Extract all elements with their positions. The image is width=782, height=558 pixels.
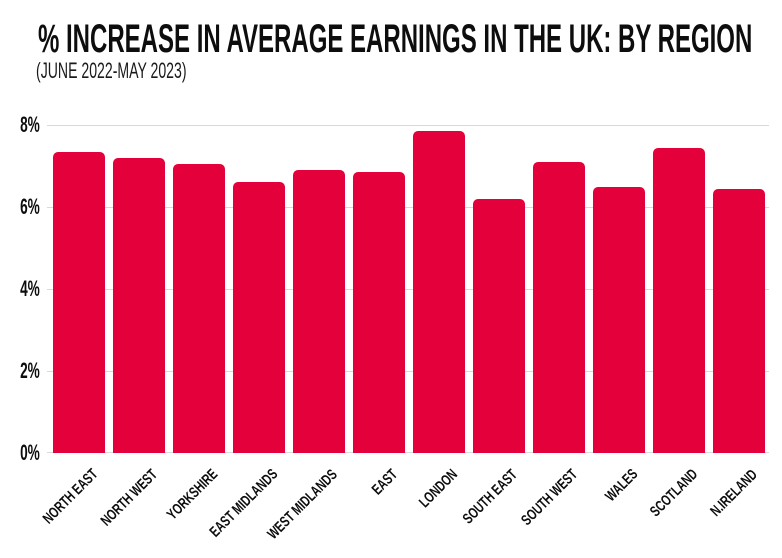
bar-wales [593, 186, 645, 453]
bar-east [353, 172, 405, 453]
bar-yorkshire [173, 163, 225, 453]
y-tick-label-0: 0% [2, 441, 40, 465]
y-tick-label-8: 8% [2, 113, 40, 137]
x-label-text: N.IRELAND [707, 466, 762, 520]
gridline-4 [47, 289, 769, 290]
x-label-text: EAST [368, 466, 402, 499]
bar-north-east [53, 151, 105, 453]
x-label-text: SOUTH WEST [518, 466, 582, 529]
gridline-6 [47, 207, 769, 208]
y-tick-text: 6% [20, 194, 40, 219]
bar-scotland [653, 147, 705, 453]
bar-west-midlands [293, 170, 345, 453]
y-tick-text: 0% [20, 440, 40, 465]
x-label-text: WALES [601, 466, 642, 506]
x-label-text: SOUTH EAST [459, 466, 522, 528]
bar-south-east [473, 198, 525, 453]
plot-area [47, 125, 769, 453]
x-label-text: NORTH WEST [97, 466, 162, 530]
bar-east-midlands [233, 182, 285, 453]
x-label-text: LONDON [415, 466, 462, 512]
gridline-2 [47, 371, 769, 372]
gridline-0 [47, 452, 769, 453]
bar-south-west [533, 161, 585, 453]
chart-subtitle: (JUNE 2022-MAY 2023) [36, 58, 187, 83]
y-tick-label-4: 4% [2, 277, 40, 301]
x-label-text: YORKSHIRE [163, 466, 222, 524]
y-tick-label-6: 6% [2, 195, 40, 219]
chart-title: % INCREASE IN AVERAGE EARNINGS IN THE UK… [38, 17, 753, 61]
y-tick-text: 4% [20, 276, 40, 301]
gridline-8 [47, 125, 769, 126]
y-tick-label-2: 2% [2, 359, 40, 383]
x-label-n-ireland: N.IRELAND [657, 466, 762, 558]
bar-north-west [113, 157, 165, 453]
x-label-text: NORTH EAST [39, 466, 102, 528]
x-label-text: SCOTLAND [646, 466, 702, 521]
bar-london [413, 131, 465, 453]
bar-n-ireland [713, 188, 765, 453]
y-tick-text: 2% [20, 358, 40, 383]
y-tick-text: 8% [20, 112, 40, 137]
